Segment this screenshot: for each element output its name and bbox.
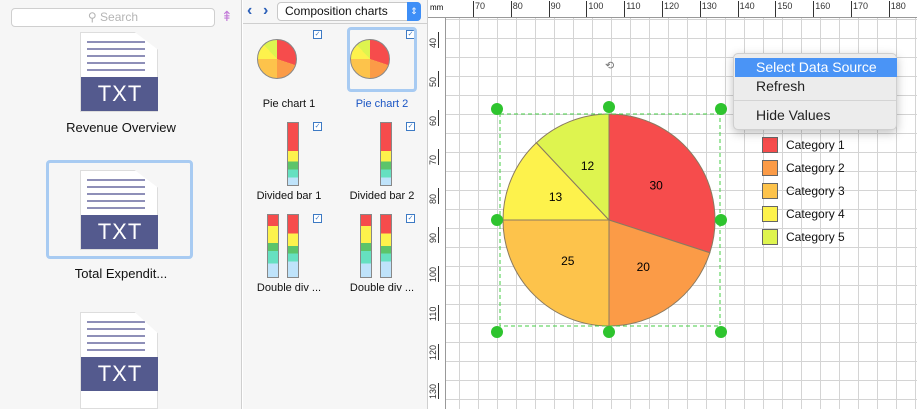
bar-thumbnail xyxy=(380,214,392,278)
back-arrow-icon[interactable]: ‹ xyxy=(247,2,253,19)
pie-value-label: 30 xyxy=(649,179,663,193)
legend-label: Category 2 xyxy=(786,161,845,175)
pie-slice xyxy=(502,142,611,221)
library-item[interactable]: ✓ xyxy=(255,214,325,278)
library-panel: ‹ › Composition charts ⇕ ✓ Pie chart 1 ✓ Pie… xyxy=(243,0,428,409)
library-item[interactable]: ✓ xyxy=(348,214,418,278)
file-browser: ⚲ Search ⇞ TXT Revenue Overview TXT Tota… xyxy=(0,0,242,409)
context-menu: Select Data Source Refresh Hide Values xyxy=(733,53,897,130)
bar-thumbnail xyxy=(360,214,372,278)
rotate-handle-icon: ⟲ xyxy=(605,60,614,72)
legend-label: Category 1 xyxy=(786,138,845,152)
legend-swatch xyxy=(762,206,778,222)
legend-item: Category 3 xyxy=(762,183,845,199)
pie-value-label: 20 xyxy=(637,260,651,274)
file-label: Revenue Overview xyxy=(66,120,176,135)
ruler-tick-label: 160 xyxy=(813,1,830,17)
selection-highlight xyxy=(46,160,193,259)
library-item-label: Divided bar 2 xyxy=(349,190,415,202)
checkbox-icon[interactable]: ✓ xyxy=(313,30,322,39)
bar-thumbnail xyxy=(287,122,299,186)
legend-swatch xyxy=(762,229,778,245)
library-item[interactable]: ✓ xyxy=(255,122,325,186)
library-item[interactable]: ✓ xyxy=(255,30,325,93)
pie-slice xyxy=(502,219,610,327)
legend-swatch xyxy=(762,137,778,153)
menu-item-refresh[interactable]: Refresh xyxy=(756,78,806,94)
checkbox-icon[interactable]: ✓ xyxy=(406,122,415,131)
pie-value-label: 13 xyxy=(549,190,563,204)
file-item[interactable]: TXT xyxy=(80,312,158,409)
library-item-label: Pie chart 1 xyxy=(262,98,316,110)
selected-thumb xyxy=(347,27,417,92)
search-icon: ⚲ xyxy=(87,10,101,24)
library-select[interactable]: Composition charts ⇕ xyxy=(277,2,421,21)
resize-handle xyxy=(491,103,503,115)
bar-thumbnail xyxy=(287,214,299,278)
ruler-tick-label: 140 xyxy=(737,1,755,17)
ruler-tick-label: 70 xyxy=(473,1,485,17)
ruler-tick-label: 80 xyxy=(510,1,523,17)
menu-item-select-data-source[interactable]: Select Data Source xyxy=(735,58,897,77)
legend-item: Category 1 xyxy=(762,137,845,153)
pie-thumbnail xyxy=(350,39,390,79)
file-label: Total Expendit... xyxy=(74,266,168,281)
vertical-ruler: 40 50 60 70 80 90 100 110 120 130 xyxy=(428,18,446,409)
library-item-label: Double div ... xyxy=(349,282,415,294)
resize-handle xyxy=(715,214,727,226)
forward-arrow-icon[interactable]: › xyxy=(263,2,269,19)
legend-swatch xyxy=(762,183,778,199)
checkbox-icon[interactable]: ✓ xyxy=(406,214,415,223)
ruler-tick-label: 90 xyxy=(548,1,561,17)
pie-thumbnail xyxy=(257,39,297,79)
library-item-label: Divided bar 1 xyxy=(256,190,322,202)
ruler-tick-label: 170 xyxy=(851,1,868,17)
legend-label: Category 4 xyxy=(786,207,845,221)
legend-item: Category 5 xyxy=(762,229,845,245)
library-item[interactable]: ✓ xyxy=(348,122,418,186)
ruler-tick-label: 100 xyxy=(586,1,603,17)
menu-separator xyxy=(734,100,896,101)
resize-handle xyxy=(715,103,727,115)
resize-handle xyxy=(491,214,503,226)
resize-handle xyxy=(603,101,615,113)
navigate-icon[interactable]: ⇞ xyxy=(221,8,233,24)
file-item[interactable]: TXT xyxy=(80,170,158,250)
ruler-tick-label: 120 xyxy=(662,1,679,17)
legend-swatch xyxy=(762,160,778,176)
legend-label: Category 3 xyxy=(786,184,845,198)
ruler-tick-label: 180 xyxy=(888,1,906,17)
pie-slice xyxy=(608,113,716,254)
chevron-updown-icon: ⇕ xyxy=(407,2,421,21)
checkbox-icon[interactable]: ✓ xyxy=(313,122,322,131)
pie-value-label: 12 xyxy=(581,159,595,173)
library-item-label: Pie chart 2 xyxy=(355,98,409,110)
ruler-tick-label: 110 xyxy=(624,1,641,17)
ruler-unit: mm xyxy=(430,3,444,12)
menu-item-hide-values[interactable]: Hide Values xyxy=(756,107,831,123)
checkbox-icon[interactable]: ✓ xyxy=(313,214,322,223)
ruler-tick-label: 150 xyxy=(775,1,792,17)
resize-handle xyxy=(715,326,727,338)
horizontal-ruler: mm 70 80 90 100 110 120 130 140 150 160 170 180 xyxy=(428,0,917,18)
bar-thumbnail xyxy=(380,122,392,186)
library-item[interactable]: ✓ xyxy=(348,30,418,93)
resize-handle xyxy=(491,326,503,338)
search-input[interactable]: ⚲ Search xyxy=(11,8,215,27)
legend-item: Category 4 xyxy=(762,206,845,222)
pie-slice xyxy=(608,219,711,327)
pie-value-label: 25 xyxy=(561,254,575,268)
ruler-tick-label: 130 xyxy=(699,1,717,17)
legend-label: Category 5 xyxy=(786,230,845,244)
resize-handle xyxy=(603,326,615,338)
library-item-label: Double div ... xyxy=(256,282,322,294)
legend-item: Category 2 xyxy=(762,160,845,176)
bar-thumbnail xyxy=(267,214,279,278)
file-item[interactable]: TXT xyxy=(80,32,158,112)
